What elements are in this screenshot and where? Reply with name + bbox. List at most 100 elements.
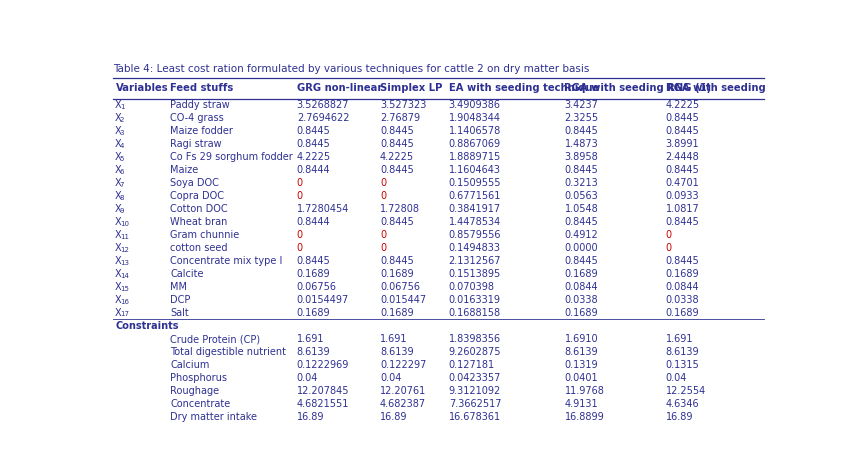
Text: X: X — [114, 152, 121, 162]
Text: 0.0401: 0.0401 — [564, 374, 597, 383]
Text: 0.8445: 0.8445 — [665, 256, 699, 266]
Text: 1.691: 1.691 — [665, 335, 693, 345]
Text: 0.0423357: 0.0423357 — [448, 374, 500, 383]
Text: 4.9131: 4.9131 — [564, 399, 597, 409]
Text: 0.0338: 0.0338 — [564, 295, 597, 305]
Text: 4.682387: 4.682387 — [379, 399, 426, 409]
Text: 1.6910: 1.6910 — [564, 335, 597, 345]
Text: 0: 0 — [296, 230, 302, 240]
Text: X: X — [114, 178, 121, 188]
Text: GRG non-linear: GRG non-linear — [296, 83, 382, 93]
Text: X: X — [114, 295, 121, 305]
Text: DCP: DCP — [170, 295, 190, 305]
Text: 0: 0 — [379, 191, 386, 201]
Text: X: X — [114, 256, 121, 266]
Text: Phosphorus: Phosphorus — [170, 374, 227, 383]
Text: cotton seed: cotton seed — [170, 243, 227, 253]
Text: Concentrate mix type I: Concentrate mix type I — [170, 256, 282, 266]
Text: 4.6346: 4.6346 — [665, 399, 699, 409]
Text: 0.1689: 0.1689 — [564, 269, 597, 279]
Text: X: X — [114, 204, 121, 214]
Text: 12.20761: 12.20761 — [379, 386, 426, 396]
Text: X: X — [114, 269, 121, 279]
Text: 3: 3 — [119, 130, 124, 136]
Text: Simplex LP: Simplex LP — [379, 83, 442, 93]
Text: Crude Protein (CP): Crude Protein (CP) — [170, 335, 260, 345]
Text: Wheat bran: Wheat bran — [170, 217, 227, 227]
Text: 0.1689: 0.1689 — [379, 308, 413, 318]
Text: 0.0163319: 0.0163319 — [448, 295, 500, 305]
Text: Cotton DOC: Cotton DOC — [170, 204, 227, 214]
Text: 8.6139: 8.6139 — [665, 347, 699, 357]
Text: 4.2225: 4.2225 — [296, 152, 331, 162]
Text: 16.89: 16.89 — [665, 412, 693, 422]
Text: 17: 17 — [119, 311, 129, 318]
Text: 0.1513895: 0.1513895 — [448, 269, 500, 279]
Text: 3.527323: 3.527323 — [379, 100, 426, 110]
Text: 4: 4 — [119, 143, 124, 149]
Text: 4.2225: 4.2225 — [379, 152, 413, 162]
Text: 0.8867069: 0.8867069 — [448, 139, 500, 149]
Text: 1.1406578: 1.1406578 — [448, 126, 500, 136]
Text: 0.015447: 0.015447 — [379, 295, 426, 305]
Text: Maize: Maize — [170, 165, 199, 175]
Text: 0.06756: 0.06756 — [379, 282, 419, 292]
Text: 2.3255: 2.3255 — [564, 113, 598, 123]
Text: 0.8445: 0.8445 — [665, 113, 699, 123]
Text: 5: 5 — [119, 156, 124, 162]
Text: X: X — [114, 113, 121, 123]
Text: 0.070398: 0.070398 — [448, 282, 494, 292]
Text: 2: 2 — [119, 117, 124, 123]
Text: 0.3213: 0.3213 — [564, 178, 597, 188]
Text: 1.8398356: 1.8398356 — [448, 335, 500, 345]
Text: 0.8445: 0.8445 — [379, 139, 413, 149]
Text: 12.2554: 12.2554 — [665, 386, 705, 396]
Text: 3.8958: 3.8958 — [564, 152, 597, 162]
Text: 1.1604643: 1.1604643 — [448, 165, 500, 175]
Text: X: X — [114, 126, 121, 136]
Text: 1.691: 1.691 — [296, 335, 324, 345]
Text: 0.1494833: 0.1494833 — [448, 243, 500, 253]
Text: 0.127181: 0.127181 — [448, 360, 494, 370]
Text: Roughage: Roughage — [170, 386, 219, 396]
Text: 7: 7 — [119, 182, 124, 188]
Text: 0.8445: 0.8445 — [564, 165, 597, 175]
Text: 0: 0 — [379, 243, 386, 253]
Text: X: X — [114, 139, 121, 149]
Text: 0.8445: 0.8445 — [564, 256, 597, 266]
Text: 164.49972: 164.49972 — [448, 425, 500, 435]
Text: 2.4448: 2.4448 — [665, 152, 699, 162]
Text: 0.8579556: 0.8579556 — [448, 230, 501, 240]
Text: MM: MM — [170, 282, 187, 292]
Text: 131.8234: 131.8234 — [379, 425, 425, 435]
Text: X: X — [114, 165, 121, 175]
Text: 0.0000: 0.0000 — [564, 243, 597, 253]
Text: 9.3121092: 9.3121092 — [448, 386, 500, 396]
Text: 0.8445: 0.8445 — [564, 217, 597, 227]
Text: Calcium: Calcium — [170, 360, 210, 370]
Text: 0.1315: 0.1315 — [665, 360, 699, 370]
Text: 0.8445: 0.8445 — [379, 165, 413, 175]
Text: 0.0844: 0.0844 — [665, 282, 699, 292]
Text: 0.0338: 0.0338 — [665, 295, 699, 305]
Text: 14: 14 — [119, 273, 129, 279]
Text: 1.0548: 1.0548 — [564, 204, 597, 214]
Text: 10: 10 — [119, 221, 129, 227]
Text: Ragi straw: Ragi straw — [170, 139, 222, 149]
Text: 0.0844: 0.0844 — [564, 282, 597, 292]
Text: Maize fodder: Maize fodder — [170, 126, 233, 136]
Text: 0.0154497: 0.0154497 — [296, 295, 348, 305]
Text: X: X — [114, 230, 121, 240]
Text: 0.0933: 0.0933 — [665, 191, 699, 201]
Text: 3.4909386: 3.4909386 — [448, 100, 500, 110]
Text: Calcite: Calcite — [170, 269, 204, 279]
Text: 16: 16 — [119, 299, 129, 304]
Text: EA with seeding technique: EA with seeding technique — [448, 83, 598, 93]
Text: 1.0817: 1.0817 — [665, 204, 699, 214]
Text: X: X — [114, 100, 121, 110]
Text: 0.4701: 0.4701 — [665, 178, 699, 188]
Text: X: X — [114, 308, 121, 318]
Text: Constraints: Constraints — [116, 321, 179, 331]
Text: 2.1312567: 2.1312567 — [448, 256, 501, 266]
Text: 3.5268827: 3.5268827 — [296, 100, 348, 110]
